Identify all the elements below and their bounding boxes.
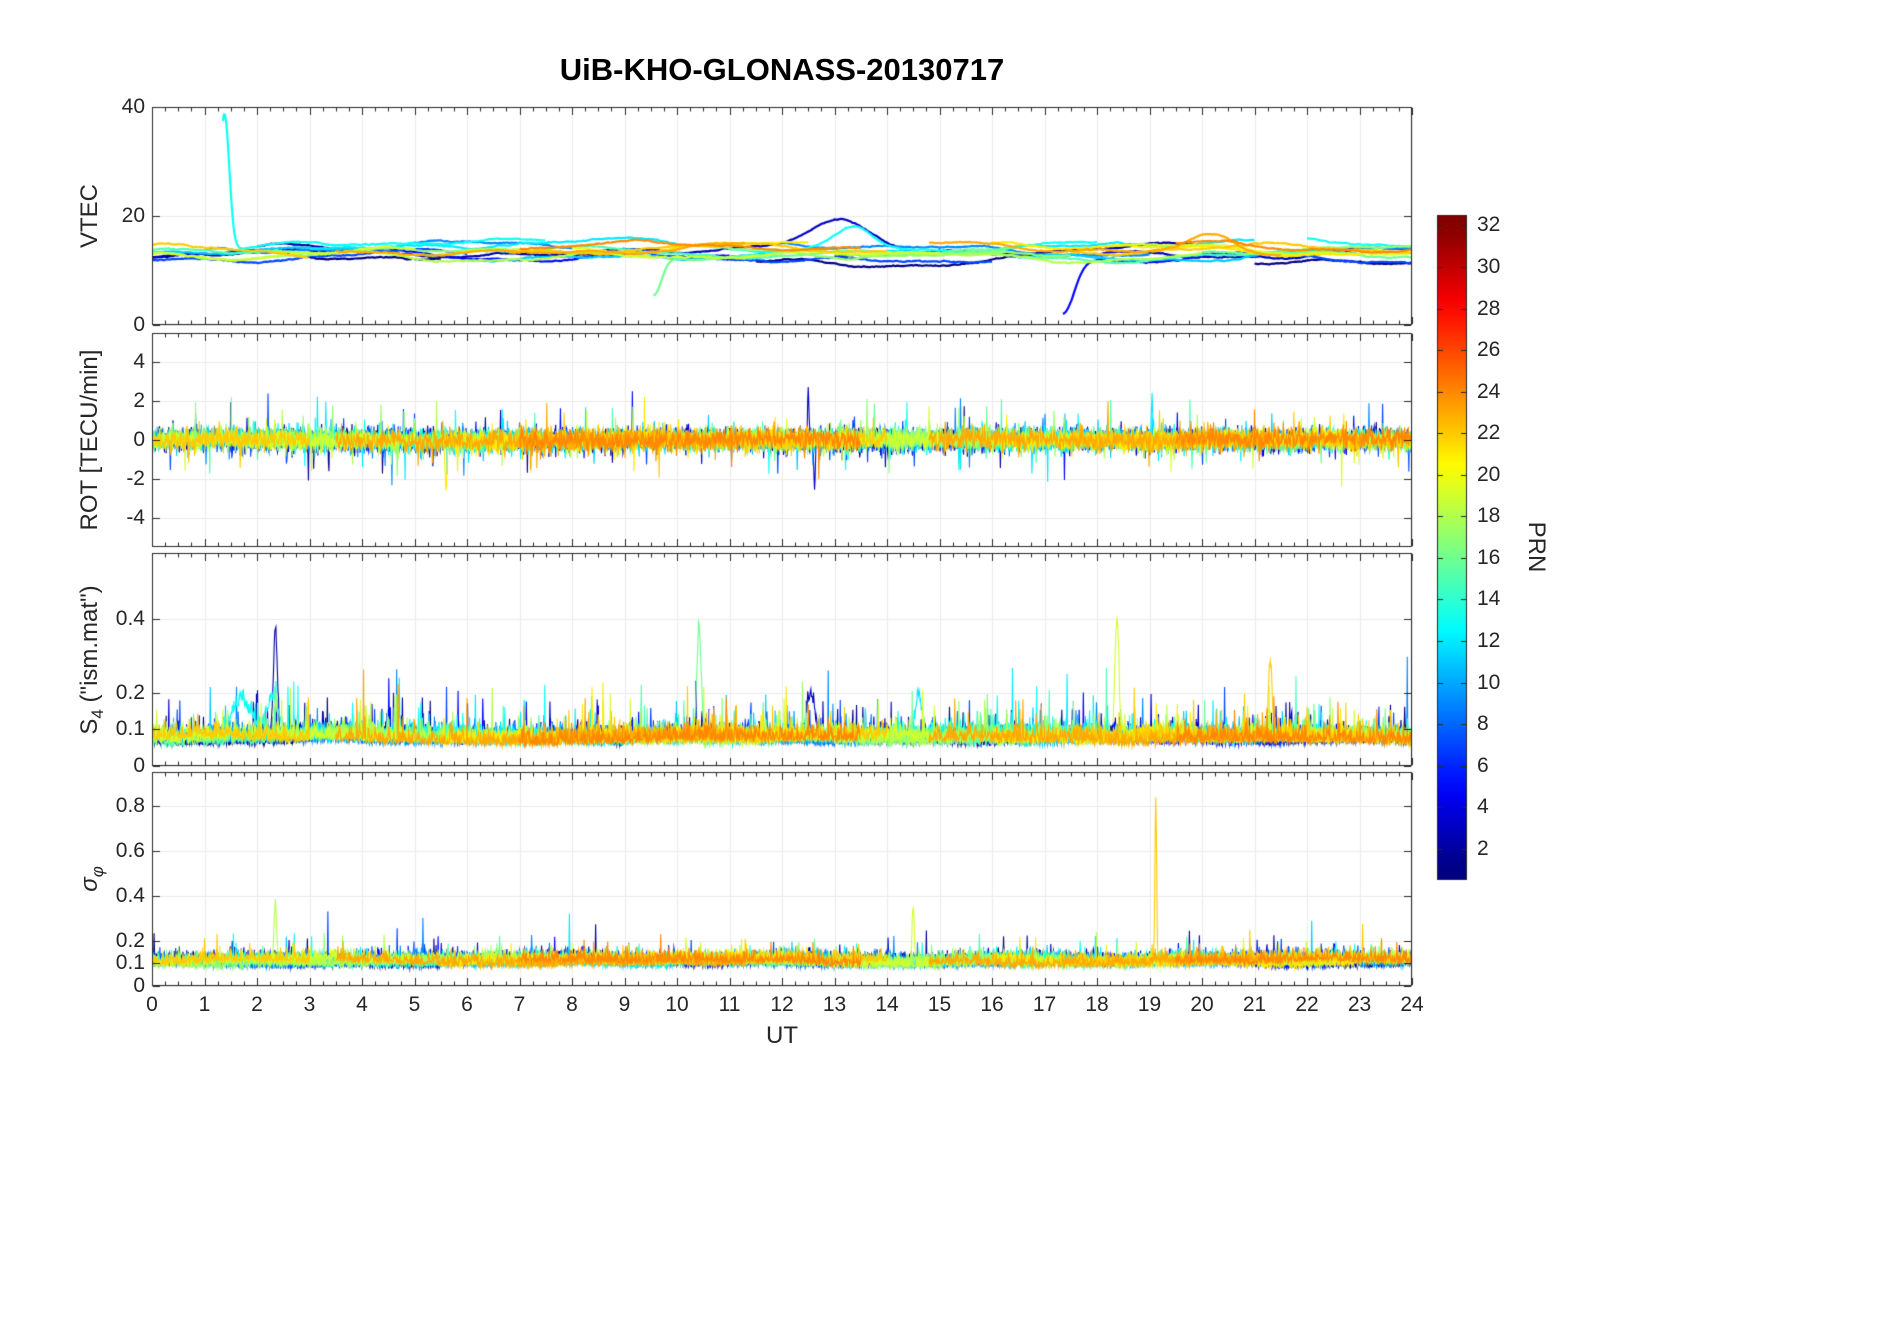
x-tick-label: 16	[980, 993, 1004, 1016]
x-tick-label: 5	[408, 993, 421, 1016]
x-tick-label: 21	[1242, 993, 1267, 1016]
x-tick-label: 1	[198, 993, 211, 1016]
x-tick-label: 4	[356, 993, 368, 1016]
y-tick-label: 40	[121, 95, 145, 118]
colorbar-tick-label: 30	[1477, 254, 1501, 278]
colorbar-tick-label: 22	[1477, 421, 1501, 445]
y-tick-label: -2	[126, 466, 145, 490]
chart-title: UiB-KHO-GLONASS-20130717	[559, 52, 1005, 87]
y-tick-label: 0.4	[115, 607, 145, 631]
x-tick-label: 8	[566, 993, 578, 1016]
x-tick-label: 11	[718, 993, 741, 1016]
y-tick-label: 0.1	[115, 951, 145, 975]
colorbar-tick-label: 26	[1477, 338, 1501, 362]
y-tick-label: 0.6	[115, 838, 145, 862]
y-tick-label: -4	[126, 505, 145, 529]
y-tick-label: 0	[133, 754, 145, 777]
y-tick-label: 0	[133, 428, 145, 451]
x-tick-label: 22	[1295, 993, 1319, 1016]
x-tick-label: 6	[461, 993, 473, 1016]
colorbar-tick-label: 16	[1477, 545, 1501, 569]
colorbar-tick-label: 28	[1477, 296, 1501, 320]
y-tick-label: 20	[121, 204, 145, 227]
colorbar-tick-label: 10	[1477, 670, 1501, 694]
colorbar-tick-label: 20	[1477, 462, 1501, 486]
x-tick-label: 18	[1085, 993, 1109, 1016]
x-tick-label: 14	[875, 993, 899, 1016]
y-tick-label: 0.1	[115, 717, 145, 741]
x-tick-label: 2	[251, 993, 263, 1016]
x-tick-label: 24	[1400, 993, 1424, 1016]
x-tick-label: 17	[1032, 993, 1057, 1016]
y-tick-label: 0.2	[115, 928, 145, 952]
y-tick-label: 0.4	[115, 883, 145, 907]
x-tick-label: 23	[1347, 993, 1372, 1016]
colorbar-tick-label: 24	[1477, 379, 1501, 403]
colorbar-tick-label: 14	[1477, 587, 1501, 611]
x-tick-label: 20	[1190, 993, 1214, 1016]
y-tick-label: 0.8	[115, 793, 145, 817]
x-tick-label: 19	[1137, 993, 1162, 1016]
xlabel-ut: UT	[766, 1022, 798, 1049]
x-tick-label: 12	[770, 993, 794, 1016]
colorbar-tick-label: 8	[1477, 712, 1489, 736]
x-tick-label: 13	[822, 993, 847, 1016]
x-tick-label: 10	[665, 993, 689, 1016]
y-tick-label: 2	[133, 389, 145, 413]
y-tick-label: 0	[133, 313, 145, 336]
colorbar-tick-label: 4	[1477, 795, 1489, 819]
y-tick-label: 0.2	[115, 680, 145, 704]
x-tick-label: 7	[513, 993, 526, 1016]
x-tick-label: 9	[618, 993, 631, 1016]
y-tick-label: 4	[133, 350, 145, 374]
colorbar-tick-label: 12	[1477, 629, 1501, 653]
y-tick-label: 0	[133, 974, 145, 997]
x-tick-label: 15	[927, 993, 952, 1016]
colorbar-tick-label: 6	[1477, 753, 1489, 777]
colorbar-tick-label: 2	[1477, 836, 1489, 860]
colorbar-tick-label: 32	[1477, 213, 1501, 237]
x-tick-label: 3	[303, 993, 316, 1016]
colorbar-tick-label: 18	[1477, 504, 1501, 528]
x-tick-label: 0	[146, 993, 158, 1016]
